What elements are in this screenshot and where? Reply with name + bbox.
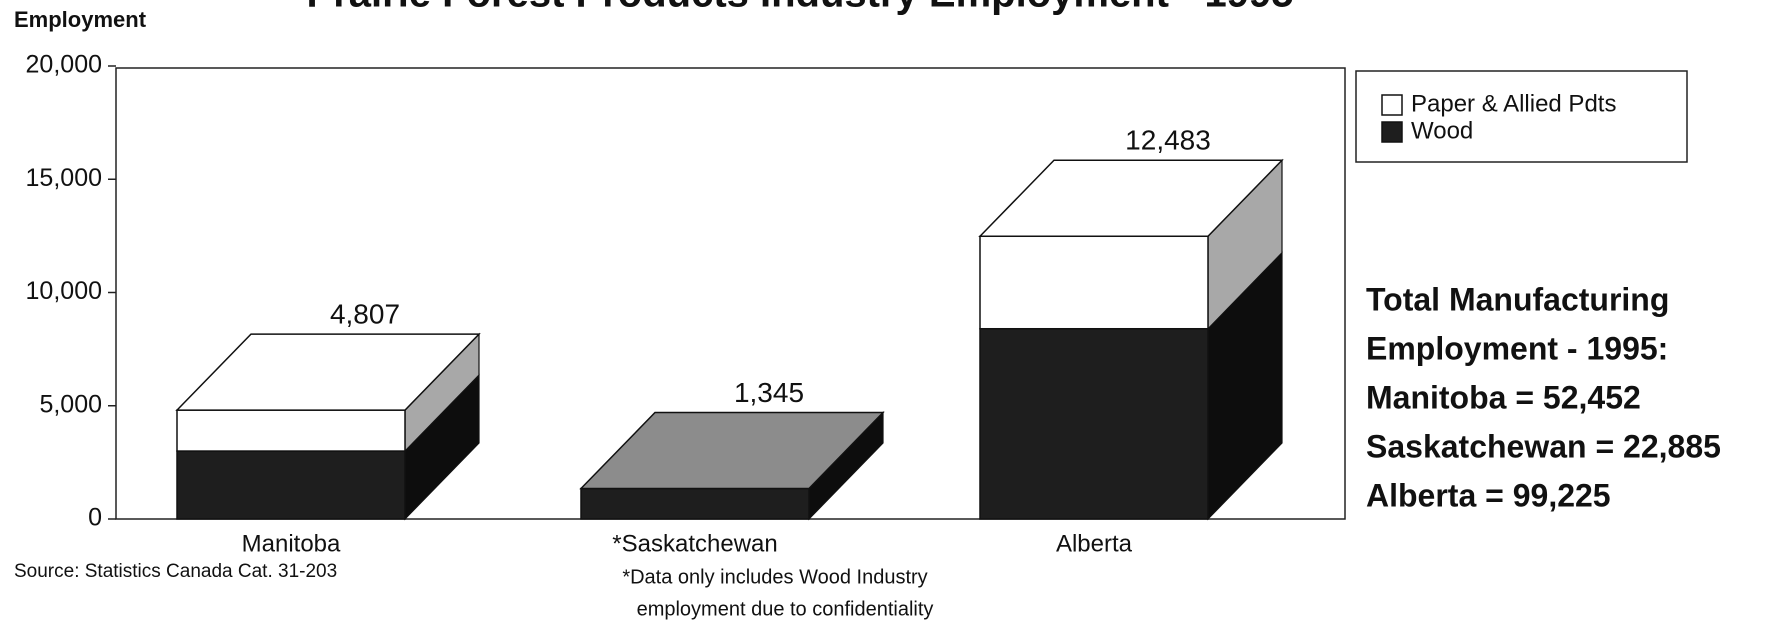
y-tick-label: 20,000 (26, 51, 102, 79)
y-tick-label: 15,000 (26, 164, 102, 192)
bar-top (175, 333, 481, 411)
footnote: employment due to confidentiality (637, 598, 934, 620)
side-note: Alberta = 99,225 (1366, 477, 1611, 513)
x-tick-label: *Saskatchewan (612, 530, 777, 557)
legend-label: Paper & Allied Pdts (1411, 90, 1616, 117)
bar-segment (176, 409, 406, 452)
legend-label: Wood (1411, 117, 1473, 144)
y-tick-label: 5,000 (39, 390, 102, 418)
bar-segment (176, 450, 406, 520)
side-note: Manitoba = 52,452 (1366, 379, 1641, 415)
total-label: 12,483 (1125, 125, 1211, 156)
legend-box (1355, 70, 1688, 163)
side-note: Employment - 1995: (1366, 330, 1668, 366)
footnote: *Data only includes Wood Industry (622, 566, 927, 588)
bar-segment (979, 235, 1209, 330)
side-note: Total Manufacturing (1366, 281, 1669, 317)
bar-segment (979, 327, 1209, 520)
x-tick-label: Manitoba (242, 530, 341, 557)
total-label: 1,345 (734, 377, 804, 408)
source: Source: Statistics Canada Cat. 31-203 (14, 561, 337, 582)
chart-title: Prairie Forest Products Industry Employm… (307, 0, 1294, 16)
y-axis-label: Employment (14, 7, 147, 32)
x-tick-label: Alberta (1056, 530, 1133, 557)
y-tick-label: 10,000 (26, 277, 102, 305)
y-tick-label: 0 (88, 504, 102, 532)
bar-top (978, 159, 1284, 238)
bar-top (579, 411, 885, 490)
legend-swatch (1381, 121, 1403, 143)
legend-swatch (1381, 94, 1403, 116)
side-note: Saskatchewan = 22,885 (1366, 428, 1721, 464)
total-label: 4,807 (330, 299, 400, 330)
bar-segment (580, 487, 810, 520)
